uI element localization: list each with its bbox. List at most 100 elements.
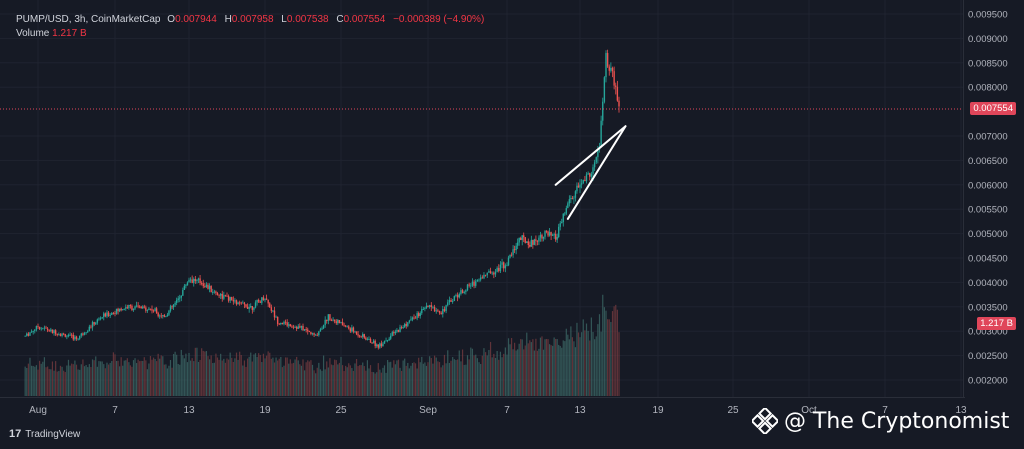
tradingview-brand[interactable]: 17 TradingView — [9, 428, 80, 440]
candle-body — [67, 334, 70, 337]
candle-body — [205, 284, 208, 287]
volume-bar — [430, 358, 432, 396]
volume-bar — [562, 340, 564, 396]
candle-body — [151, 309, 153, 311]
candle-body — [568, 199, 571, 204]
candle-body — [93, 322, 95, 325]
volume-bar — [99, 361, 102, 396]
candle-body — [168, 310, 170, 315]
candle-body — [340, 322, 342, 324]
candle-body — [541, 234, 543, 239]
volume-bar — [515, 350, 517, 396]
candle-body — [302, 325, 304, 331]
candle-body — [157, 312, 159, 317]
volume-bar — [139, 361, 141, 396]
candle-body — [399, 327, 401, 332]
candle-body — [362, 334, 364, 337]
candle-body — [61, 333, 63, 336]
volume-bar — [250, 352, 252, 396]
candle-body — [238, 302, 241, 304]
volume-bar — [473, 355, 475, 396]
candle-body — [140, 306, 142, 309]
candle-body — [438, 311, 441, 313]
volume-bar — [478, 362, 480, 396]
volume-bar — [149, 356, 152, 396]
price-axis[interactable]: 0.009500 0.009000 0.008500 0.008000 0.007000… — [968, 10, 1008, 387]
volume-bar — [400, 370, 403, 396]
candle-body — [550, 232, 552, 236]
volume-bar — [67, 359, 70, 396]
volume-bar — [215, 353, 217, 396]
candle-body — [554, 234, 557, 240]
candle-body — [261, 297, 263, 303]
time-axis[interactable]: Aug 7 13 19 25 Sep 7 13 19 25 Oct 7 13 — [29, 405, 967, 416]
volume-bar — [204, 351, 206, 396]
candle-body — [35, 326, 38, 330]
candle-body — [484, 274, 487, 276]
volume-bar — [448, 362, 450, 396]
volume-bar — [64, 372, 66, 396]
volume-bar — [329, 358, 331, 396]
y-tick-label: 0.002500 — [968, 351, 1008, 362]
volume-bar — [581, 332, 583, 396]
candle-body — [300, 325, 303, 328]
candle-body — [291, 326, 293, 328]
volume-bar — [114, 354, 116, 396]
y-tick-label: 0.004000 — [968, 278, 1008, 289]
volume-bar — [267, 351, 269, 396]
candle-body — [545, 231, 548, 232]
volume-bar — [291, 363, 293, 396]
candle-body — [585, 174, 588, 182]
volume-bar — [533, 350, 535, 396]
volume-bar — [480, 364, 482, 396]
volume-bar — [30, 365, 33, 396]
volume-bar — [453, 359, 455, 396]
candle-body — [129, 305, 132, 306]
volume-bar — [43, 357, 46, 396]
candle-body — [316, 334, 318, 336]
volume-bar — [541, 336, 543, 396]
volume-bar — [440, 367, 442, 396]
volume-bar — [168, 365, 170, 396]
candle-body — [227, 295, 230, 301]
symbol-label[interactable]: PUMP/USD, 3h, CoinMarketCap — [16, 14, 161, 25]
volume-bar — [193, 361, 195, 396]
volume-bar — [346, 367, 348, 396]
volume-bar — [568, 339, 570, 396]
candle-body — [276, 316, 279, 324]
candle-body — [468, 284, 470, 286]
candle-body — [74, 336, 76, 340]
volume-bar — [539, 337, 542, 396]
y-tick-label: 0.006000 — [968, 180, 1008, 191]
candle-body — [357, 334, 359, 336]
candle-body — [407, 322, 409, 326]
volume-bar — [429, 356, 431, 396]
candle-body — [134, 306, 136, 309]
candle-body — [272, 310, 274, 312]
candles — [24, 49, 620, 350]
candle-body — [118, 308, 121, 312]
candle-body — [46, 328, 49, 331]
candle-body — [111, 312, 113, 316]
volume-bar — [595, 336, 597, 396]
volume-bar — [319, 369, 322, 396]
candle-body — [163, 315, 166, 317]
volume-bar — [555, 338, 557, 396]
candle-body — [72, 334, 74, 340]
volume-bar — [302, 359, 304, 396]
x-tick-label: 13 — [183, 405, 195, 416]
candle-body — [465, 290, 467, 292]
candle-body — [186, 282, 189, 286]
volume-bar — [103, 364, 105, 396]
volume-bar — [56, 371, 58, 396]
volume-bar — [585, 323, 588, 396]
close-value: 0.007554 — [343, 14, 386, 25]
candle-body — [419, 313, 421, 317]
volume-bar — [160, 355, 162, 396]
volume-bar — [574, 347, 577, 396]
wedge-annotation[interactable] — [554, 125, 627, 220]
volume-bar — [95, 356, 97, 396]
candle-body — [493, 272, 495, 275]
volume-bar — [235, 352, 238, 396]
